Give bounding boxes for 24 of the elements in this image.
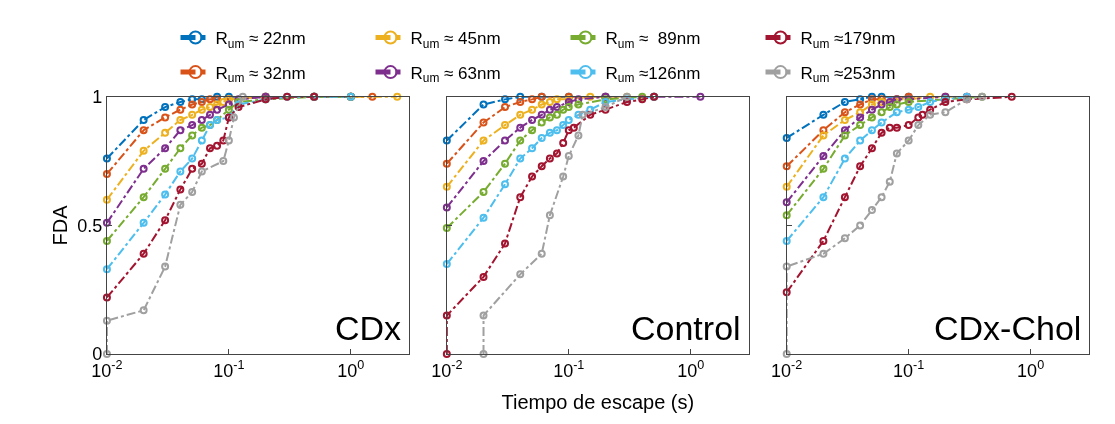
legend-label: R$_{um}$ ≈253nm <box>800 63 896 86</box>
y-axis-title: FDA <box>48 204 71 246</box>
legend-label: R$_{um}$ ≈ 32nm <box>215 63 306 86</box>
y-tick-label: 1 <box>92 87 103 108</box>
legend-label: R$_{um}$ ≈ 89nm <box>605 29 701 51</box>
annotation: CDx <box>335 309 402 347</box>
legend-label: R$_{um}$ ≈ 45nm <box>410 29 501 51</box>
legend-label: R$_{um}$ ≈179nm <box>800 29 896 51</box>
x-tick-label: 10$^{0}$ <box>1017 358 1045 381</box>
x-tick-label: 10$^{-1}$ <box>213 358 245 381</box>
y-tick-label: 0.5 <box>77 215 103 236</box>
legend-label: R$_{um}$ ≈126nm <box>605 63 701 86</box>
x-axis-title: Tiempo de escape (s) <box>501 391 695 414</box>
x-tick-label: 10$^{-1}$ <box>553 358 585 381</box>
legend-label: R$_{um}$ ≈ 63nm <box>410 63 501 86</box>
x-tick-label: 10$^{0}$ <box>677 358 705 381</box>
annotation: Control <box>631 309 741 347</box>
x-tick-label: 10$^{-2}$ <box>431 358 463 381</box>
x-tick-label: 10$^{-2}$ <box>771 358 803 381</box>
annotation: CDx-Chol <box>934 309 1082 347</box>
y-tick-label: 0 <box>92 344 103 365</box>
x-tick-label: 10$^{0}$ <box>337 358 365 381</box>
x-tick-label: 10$^{-1}$ <box>893 358 925 381</box>
legend-label: R$_{um}$ ≈ 22nm <box>215 29 306 51</box>
